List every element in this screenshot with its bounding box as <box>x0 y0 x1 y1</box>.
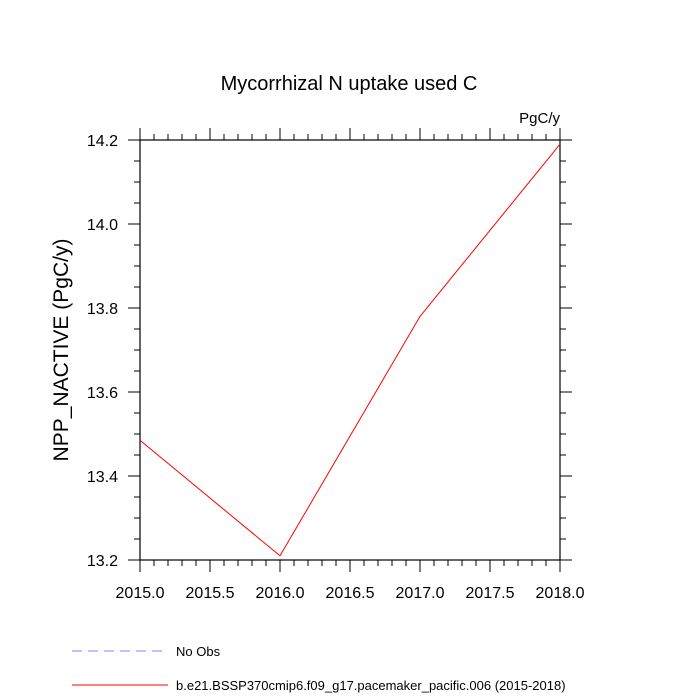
x-tick-label: 2017.0 <box>396 585 445 602</box>
x-tick-label: 2018.0 <box>536 585 585 602</box>
x-tick-label: 2016.5 <box>326 585 375 602</box>
y-axis-label: NPP_NACTIVE (PgC/y) <box>50 239 73 462</box>
y-tick-label: 14.2 <box>87 133 118 150</box>
x-tick-label: 2017.5 <box>466 585 515 602</box>
axis-ticks: 2015.0 2015.5 2016.0 2016.5 2017.0 2017.5 2018… <box>87 128 585 602</box>
legend-label-1: No Obs <box>176 644 221 659</box>
series-line-0 <box>139 143 561 557</box>
chart-title: Mycorrhizal N uptake used C <box>221 73 478 95</box>
y-tick-label: 13.6 <box>87 385 118 402</box>
y-tick-label: 13.2 <box>87 553 118 570</box>
y-tick-label: 13.8 <box>87 301 118 318</box>
y-tick-label: 14.0 <box>87 217 118 234</box>
units-label: PgC/y <box>519 110 560 127</box>
plot-area <box>139 139 561 561</box>
y-tick-label: 13.4 <box>87 469 118 486</box>
plot-frame <box>139 139 561 561</box>
x-tick-label: 2015.5 <box>186 585 235 602</box>
series-lines <box>139 143 561 557</box>
x-tick-label: 2016.0 <box>256 585 305 602</box>
legend: No Obs b.e21.BSSP370cmip6.f09_g17.pacemak… <box>72 644 566 693</box>
legend-label-0: b.e21.BSSP370cmip6.f09_g17.pacemaker_pac… <box>176 678 566 693</box>
x-tick-label: 2015.0 <box>116 585 165 602</box>
